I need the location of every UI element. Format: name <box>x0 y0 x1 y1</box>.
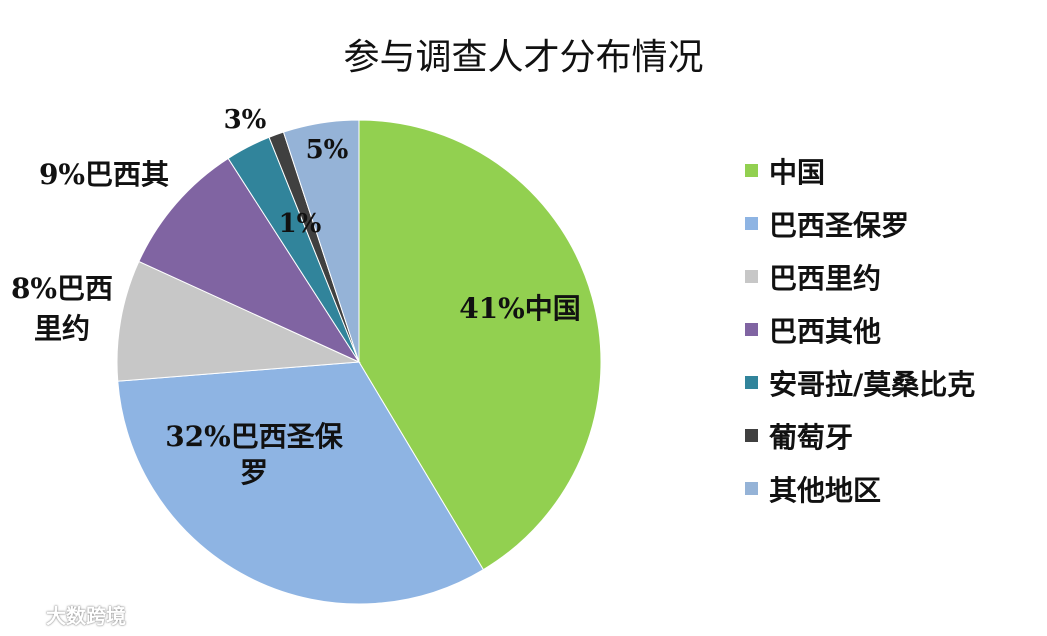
legend-label: 巴西里约 <box>769 261 882 295</box>
data-label-7: 5% <box>306 135 349 165</box>
data-label-2: 32%巴西圣保罗 <box>165 420 344 489</box>
data-label-1: 41%中国 <box>459 292 581 325</box>
legend-swatch <box>745 376 758 389</box>
pie-slice-1 <box>358 119 602 571</box>
legend-label: 中国 <box>769 155 826 189</box>
pie-slice-7 <box>282 119 360 363</box>
legend-item: 巴西圣保罗 <box>745 197 975 250</box>
legend-swatch <box>745 217 758 230</box>
legend-label: 巴西圣保罗 <box>769 208 910 242</box>
legend-swatch <box>745 323 758 336</box>
legend-swatch <box>745 270 758 283</box>
watermark: 大数跨境 <box>10 600 126 629</box>
legend-item: 其他地区 <box>745 462 975 515</box>
legend-item: 中国 <box>745 144 975 197</box>
cloud-logo-icon <box>11 606 39 624</box>
legend-swatch <box>745 482 758 495</box>
legend-item: 葡萄牙 <box>745 409 975 462</box>
data-label-5: 3% <box>224 105 267 135</box>
legend-item: 巴西其他 <box>745 303 975 356</box>
legend-item: 安哥拉/莫桑比克 <box>745 356 975 409</box>
legend-label: 巴西其他 <box>769 314 882 348</box>
watermark-text: 大数跨境 <box>46 604 126 628</box>
legend-swatch <box>745 429 758 442</box>
data-label-4: 9%巴西其 <box>39 158 169 191</box>
legend-label: 葡萄牙 <box>769 420 854 454</box>
legend-label: 安哥拉/莫桑比克 <box>769 367 976 401</box>
data-label-6: 1% <box>279 209 322 239</box>
legend-item: 巴西里约 <box>745 250 975 303</box>
legend-swatch <box>745 164 758 177</box>
legend-label: 其他地区 <box>769 473 882 507</box>
legend: 中国 巴西圣保罗 巴西里约 巴西其他 安哥拉/莫桑比克 葡萄牙 其他地区 <box>745 144 975 515</box>
pie-slice-4 <box>138 157 361 364</box>
data-label-3: 8%巴西里约 <box>11 272 113 345</box>
pie-slice-2 <box>117 361 484 605</box>
pie-slice-3 <box>116 260 361 382</box>
chart-title: 参与调查人才分布情况 <box>343 37 704 78</box>
